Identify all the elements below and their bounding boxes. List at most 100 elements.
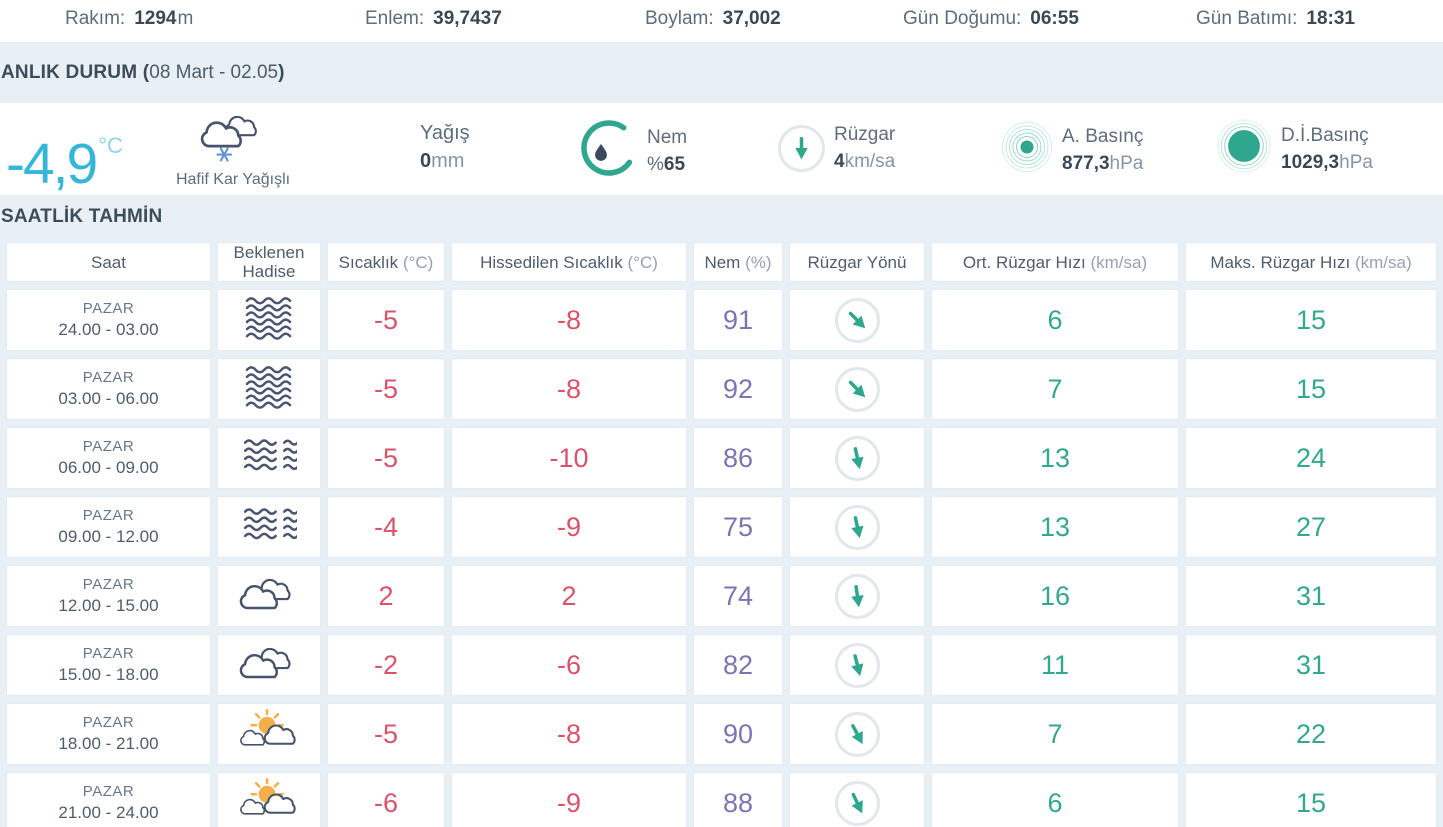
row-feels: -6 <box>451 634 687 696</box>
latitude-stat: Enlem: 39,7437 <box>365 8 502 30</box>
altitude-unit: m <box>177 8 194 29</box>
hourly-forecast-table: Saat Beklenen Hadise Sıcaklık (°C) Hisse… <box>0 239 1443 827</box>
hourly-forecast-table-wrap: Saat Beklenen Hadise Sıcaklık (°C) Hisse… <box>0 239 1443 827</box>
row-day: PAZAR <box>82 783 135 800</box>
row-max-wind: 22 <box>1185 703 1437 765</box>
time-cell: PAZAR 03.00 - 06.00 <box>6 358 211 420</box>
wind-block: Rüzgar 4km/sa <box>778 121 895 175</box>
wind-direction-cell <box>789 427 925 489</box>
sea-pressure-block: D.İ.Basınç 1029,3hPa <box>1216 118 1373 179</box>
current-condition-label: Hafif Kar Yağışlı <box>175 171 291 188</box>
row-day: PAZAR <box>82 438 135 455</box>
latitude-value: 39,7437 <box>433 8 502 29</box>
wind-direction-circle <box>834 435 880 481</box>
weather-condition-icon <box>238 777 300 827</box>
humidity-gauge-icon <box>580 119 638 182</box>
row-temp: 2 <box>327 565 445 627</box>
row-max-wind: 24 <box>1185 427 1437 489</box>
current-temperature-unit: °C <box>98 133 123 158</box>
precipitation-unit: mm <box>431 150 465 172</box>
sunset-value: 18:31 <box>1306 8 1355 29</box>
precipitation-value: 0 <box>420 150 432 172</box>
col-header-nem: Nem (%) <box>693 242 783 282</box>
row-feels: -8 <box>451 358 687 420</box>
weather-condition-icon <box>243 365 295 413</box>
row-hours: 21.00 - 24.00 <box>58 803 159 822</box>
row-hours: 06.00 - 09.00 <box>58 458 159 477</box>
row-day: PAZAR <box>82 645 135 662</box>
sunrise-stat: Gün Doğumu: 06:55 <box>903 8 1079 30</box>
forecast-row: PAZAR 24.00 - 03.00 -5 -8 91 6 15 <box>6 289 1437 351</box>
wind-arrow-icon <box>841 649 874 682</box>
row-humidity: 91 <box>693 289 783 351</box>
row-avg-wind: 6 <box>931 772 1179 827</box>
wind-direction-cell <box>789 565 925 627</box>
header-row: Saat Beklenen Hadise Sıcaklık (°C) Hisse… <box>6 242 1437 282</box>
humidity-prefix: % <box>647 153 664 175</box>
wind-direction-circle <box>834 711 880 757</box>
pressure-block: A. Basınç 877,3hPa <box>1001 121 1143 178</box>
wind-direction-cell <box>789 358 925 420</box>
row-hours: 03.00 - 06.00 <box>58 389 159 408</box>
row-avg-wind: 11 <box>931 634 1179 696</box>
row-avg-wind: 13 <box>931 496 1179 558</box>
sea-pressure-unit: hPa <box>1339 151 1373 173</box>
time-cell: PAZAR 24.00 - 03.00 <box>6 289 211 351</box>
row-max-wind: 15 <box>1185 358 1437 420</box>
weather-condition-icon <box>238 708 300 760</box>
row-feels: -8 <box>451 703 687 765</box>
col-header-saat: Saat <box>6 242 211 282</box>
row-humidity: 82 <box>693 634 783 696</box>
pressure-value: 877,3 <box>1062 152 1110 174</box>
precipitation-label: Yağış <box>420 122 470 144</box>
forecast-row: PAZAR 18.00 - 21.00 -5 -8 90 7 22 <box>6 703 1437 765</box>
col-header-hadise: Beklenen Hadise <box>217 242 321 282</box>
forecast-row: PAZAR 09.00 - 12.00 -4 -9 75 13 27 <box>6 496 1437 558</box>
row-temp: -2 <box>327 634 445 696</box>
row-humidity: 86 <box>693 427 783 489</box>
altitude-stat: Rakım: 1294m <box>65 8 193 30</box>
pressure-label: A. Basınç <box>1062 125 1144 147</box>
wind-direction-cell <box>789 496 925 558</box>
longitude-label: Boylam: <box>645 8 714 29</box>
wind-direction-cell <box>789 634 925 696</box>
row-hours: 09.00 - 12.00 <box>58 527 159 546</box>
weather-condition-icon <box>238 578 300 620</box>
humidity-block: Nem %65 <box>580 119 687 182</box>
wind-arrow-icon <box>838 370 876 408</box>
current-conditions-header: ANLIK DURUM (08 Mart - 02.05) <box>0 43 1443 103</box>
location-stats-bar: Rakım: 1294m Enlem: 39,7437 Boylam: 37,002 … <box>0 0 1443 43</box>
row-day: PAZAR <box>82 300 135 317</box>
snow-cloud-icon <box>197 115 269 169</box>
current-section-close: ) <box>278 62 285 83</box>
weather-condition-icon <box>241 507 299 550</box>
current-section-date: 08 Mart - 02.05 <box>149 62 279 83</box>
row-feels: 2 <box>451 565 687 627</box>
pressure-unit: hPa <box>1109 152 1144 174</box>
forecast-row: PAZAR 21.00 - 24.00 -6 -9 88 6 15 <box>6 772 1437 827</box>
wind-arrow-icon <box>838 301 876 339</box>
longitude-stat: Boylam: 37,002 <box>645 8 781 30</box>
sunrise-value: 06:55 <box>1030 8 1079 29</box>
time-cell: PAZAR 15.00 - 18.00 <box>6 634 211 696</box>
condition-cell <box>217 772 321 827</box>
row-hours: 24.00 - 03.00 <box>58 320 159 339</box>
hourly-forecast-header: SAATLİK TAHMİN <box>0 195 1443 239</box>
row-day: PAZAR <box>82 576 135 593</box>
row-humidity: 75 <box>693 496 783 558</box>
row-avg-wind: 6 <box>931 289 1179 351</box>
sunset-stat: Gün Batımı: 18:31 <box>1196 8 1355 30</box>
condition-cell <box>217 703 321 765</box>
pressure-ripple-icon <box>1001 121 1053 178</box>
row-feels: -10 <box>451 427 687 489</box>
wind-arrow-icon <box>841 511 873 543</box>
current-temperature-value: -4,9 <box>6 132 98 196</box>
current-weather: Hafif Kar Yağışlı <box>158 111 308 189</box>
row-max-wind: 31 <box>1185 565 1437 627</box>
col-header-ort-hiz: Ort. Rüzgar Hızı (km/sa) <box>931 242 1179 282</box>
wind-direction-circle <box>834 504 880 550</box>
row-avg-wind: 16 <box>931 565 1179 627</box>
col-header-sicaklik: Sıcaklık (°C) <box>327 242 445 282</box>
wind-direction-circle <box>834 642 880 688</box>
row-max-wind: 31 <box>1185 634 1437 696</box>
